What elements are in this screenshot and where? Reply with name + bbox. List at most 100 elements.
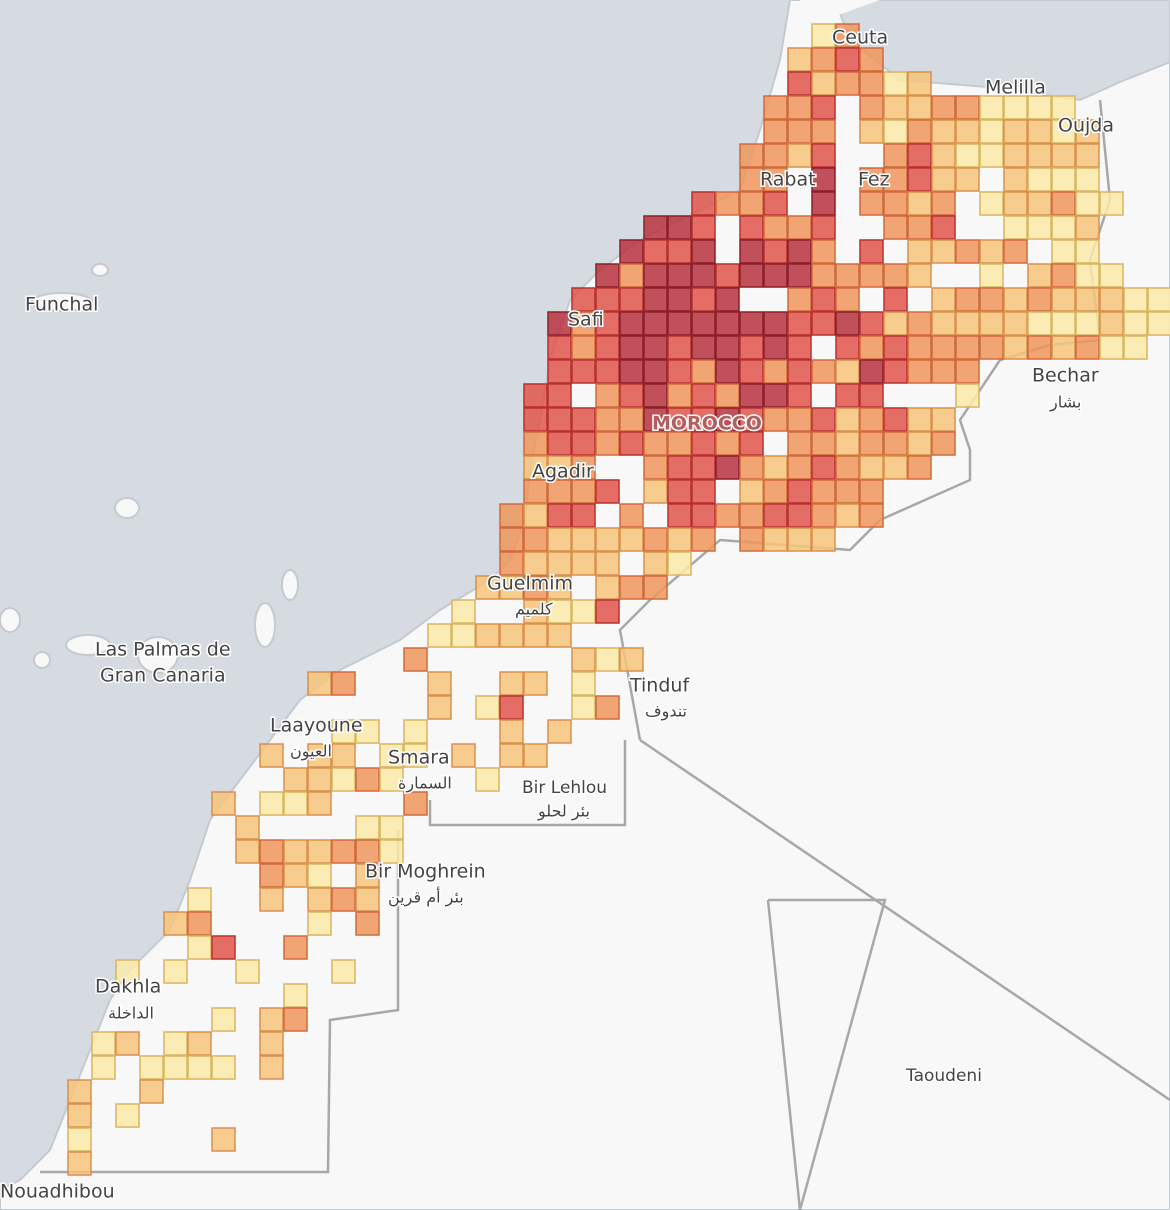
grid-cell (1099, 311, 1124, 336)
grid-cell (499, 503, 524, 528)
grid-cell (595, 647, 620, 672)
grid-cell (403, 743, 428, 768)
borders (40, 99, 1170, 1210)
grid-cell (1027, 191, 1052, 216)
grid-cell (691, 335, 716, 360)
grid-cell (643, 215, 668, 240)
grid-cell (355, 719, 380, 744)
grid-cell (547, 575, 572, 600)
grid-cell (547, 719, 572, 744)
grid-cell (619, 527, 644, 552)
grid-cell (427, 671, 452, 696)
grid-cell (787, 119, 812, 144)
grid-cell (1027, 287, 1052, 312)
grid-cell (307, 671, 332, 696)
grid-cell (1003, 167, 1028, 192)
grid-cell (571, 671, 596, 696)
grid-cell (931, 359, 956, 384)
grid-cell (1099, 263, 1124, 288)
grid-cell (883, 143, 908, 168)
grid-cell (907, 263, 932, 288)
grid-cell (787, 287, 812, 312)
grid-cell (763, 503, 788, 528)
grid-cell (211, 1055, 236, 1080)
grid-cell (859, 431, 884, 456)
grid-cell (691, 191, 716, 216)
grid-cell (979, 239, 1004, 264)
place-label: Agadir (532, 461, 594, 483)
place-label: Rabat (760, 169, 816, 191)
grid-cell (787, 263, 812, 288)
grid-cell (235, 839, 260, 864)
place-label: بئر أم قرين (388, 887, 464, 908)
grid-cell (691, 383, 716, 408)
grid-cell (859, 503, 884, 528)
grid-cell (1075, 119, 1100, 144)
grid-cell (259, 791, 284, 816)
grid-cell (499, 527, 524, 552)
grid-cell (403, 791, 428, 816)
grid-cell (907, 95, 932, 120)
grid-cell (619, 239, 644, 264)
grid-cell (379, 839, 404, 864)
grid-cell (883, 407, 908, 432)
grid-cell (907, 407, 932, 432)
grid-cell (307, 887, 332, 912)
grid-cell (811, 167, 836, 192)
grid-cell (667, 503, 692, 528)
grid-cell (739, 383, 764, 408)
grid-cell (835, 359, 860, 384)
grid-cell (739, 431, 764, 456)
grid-cell (1051, 335, 1076, 360)
grid-cell (643, 239, 668, 264)
grid-cell (955, 335, 980, 360)
grid-cell (691, 311, 716, 336)
place-label: كلميم (515, 600, 553, 619)
grid-cell (475, 695, 500, 720)
grid-cell (307, 743, 332, 768)
place-label: Bir Moghrein (365, 861, 486, 883)
grid-cell (811, 143, 836, 168)
grid-cell (955, 167, 980, 192)
grid-cell (547, 455, 572, 480)
grid-cell (331, 839, 356, 864)
grid-cell (451, 743, 476, 768)
grid-cell (931, 143, 956, 168)
grid-cell (955, 359, 980, 384)
grid-cell (115, 959, 140, 984)
grid-cell (907, 143, 932, 168)
grid-cell (547, 599, 572, 624)
grid-cell (739, 359, 764, 384)
grid-cell (1123, 335, 1148, 360)
grid-cell (331, 959, 356, 984)
grid-cell (643, 335, 668, 360)
grid-cell (955, 239, 980, 264)
grid-cell (883, 71, 908, 96)
grid-cell (595, 695, 620, 720)
grid-cell (811, 191, 836, 216)
spain (800, 0, 880, 20)
grid-cell (1099, 287, 1124, 312)
grid-cell (763, 383, 788, 408)
grid-cell (1123, 287, 1148, 312)
grid-cell (547, 407, 572, 432)
place-label: Nouadhibou (0, 1181, 115, 1203)
grid-cell (331, 719, 356, 744)
grid-cell (859, 71, 884, 96)
grid-cell (763, 263, 788, 288)
grid-cell (811, 407, 836, 432)
grid-cell (739, 239, 764, 264)
grid-cell (787, 479, 812, 504)
grid-cell (859, 359, 884, 384)
grid-cell (1027, 167, 1052, 192)
grid-cell (931, 431, 956, 456)
grid-cell (595, 407, 620, 432)
grid-cell (259, 839, 284, 864)
place-label: Dakhla (95, 976, 161, 998)
grid-cell (571, 647, 596, 672)
grid-cell (931, 311, 956, 336)
grid-cell (1027, 95, 1052, 120)
grid-cell (595, 335, 620, 360)
place-label: بئر لحلو (537, 802, 590, 822)
grid-cell (1003, 311, 1028, 336)
